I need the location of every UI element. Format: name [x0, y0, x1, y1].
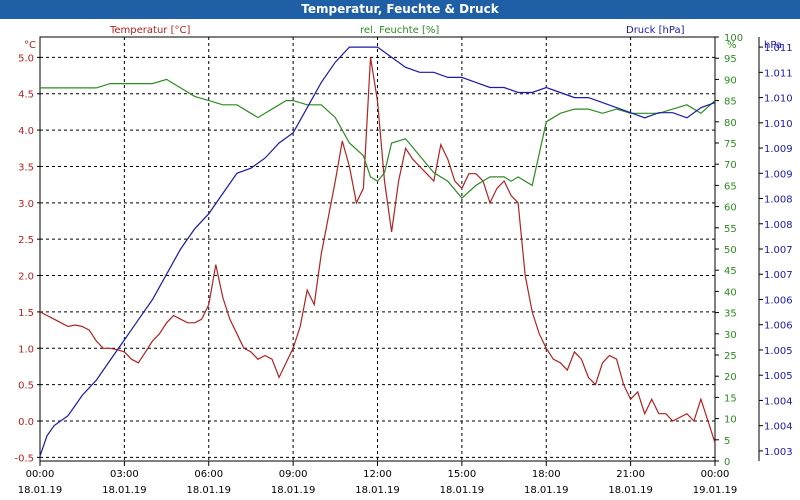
legend-pressure: Druck [hPa] — [626, 25, 685, 36]
chart-title: Temperatur, Feuchte & Druck — [0, 0, 800, 19]
mid-tick-label: 40 — [724, 287, 737, 298]
x-tick-time: 03:00 — [110, 469, 139, 480]
x-tick-date: 18.01.19 — [102, 485, 147, 496]
mid-tick-label: 85 — [724, 97, 737, 108]
legend-temperature: Temperatur [°C] — [109, 25, 190, 36]
mid-tick-label: 55 — [724, 224, 737, 235]
right-tick-label: 1.006 — [764, 295, 793, 306]
humidity-line — [40, 78, 716, 199]
mid-axis-ticks: 1009590858075706560555045403530252015105… — [715, 33, 743, 468]
x-tick-date: 18.01.19 — [440, 485, 485, 496]
mid-tick-label: 25 — [724, 351, 737, 362]
left-tick-label: 1.5 — [18, 308, 34, 319]
x-tick-time: 12:00 — [363, 469, 392, 480]
x-tick-date: 18.01.19 — [18, 485, 63, 496]
right-tick-label: 1.008 — [764, 220, 793, 231]
right-tick-label: 1.007 — [764, 245, 793, 256]
mid-tick-label: 90 — [724, 75, 737, 86]
mid-tick-label: 95 — [724, 54, 737, 65]
left-tick-label: 4.0 — [18, 126, 34, 137]
mid-tick-label: 50 — [724, 245, 737, 256]
right-axis-unit: hPa — [764, 40, 782, 51]
left-tick-label: 2.5 — [18, 235, 34, 246]
mid-tick-label: 75 — [724, 139, 737, 150]
right-tick-label: 1.003 — [764, 447, 793, 458]
x-tick-time: 06:00 — [194, 469, 223, 480]
right-tick-label: 1.007 — [764, 270, 793, 281]
x-tick-time: 00:00 — [701, 469, 730, 480]
right-tick-label: 1.004 — [764, 396, 793, 407]
right-tick-label: 1.009 — [764, 169, 793, 180]
right-axis-ticks: 1.011 1.011 1.010 1.010 1.009 1.009 1.008 1.008… — [758, 37, 793, 461]
mid-tick-label: 15 — [724, 393, 737, 404]
left-tick-label: -0.5 — [14, 453, 34, 464]
left-tick-label: 2.0 — [18, 272, 34, 283]
legend-humidity: rel. Feuchte [%] — [360, 25, 439, 36]
right-tick-label: 1.011 — [764, 68, 793, 79]
x-tick-date: 18.01.19 — [524, 485, 569, 496]
x-tick-date: 18.01.19 — [186, 485, 231, 496]
right-tick-label: 1.011 — [764, 43, 793, 54]
pressure-line — [39, 46, 716, 457]
left-tick-label: 0.0 — [18, 417, 34, 428]
mid-axis-unit: % — [727, 40, 737, 51]
right-tick-label: 1.005 — [764, 346, 793, 357]
x-axis-ticks: 00:00 18.01.19 03:00 18.01.19 06:00 18.01.19 0… — [18, 461, 738, 496]
mid-tick-label: 35 — [724, 309, 737, 320]
series-lines — [39, 46, 716, 457]
x-tick-time: 15:00 — [447, 469, 476, 480]
left-axis-ticks: 5.0 4.5 4.0 3.5 3.0 2.5 2.0 1.5 1.0 0.5 0.0 -0.5 — [14, 53, 40, 464]
right-tick-label: 1.009 — [764, 144, 793, 155]
right-tick-label: 1.005 — [764, 371, 793, 382]
left-tick-label: 0.5 — [18, 381, 34, 392]
x-tick-time: 00:00 — [26, 469, 55, 480]
mid-tick-label: 30 — [724, 330, 737, 341]
mid-tick-label: 45 — [724, 266, 737, 277]
mid-tick-label: 70 — [724, 160, 737, 171]
x-tick-time: 18:00 — [532, 469, 561, 480]
mid-tick-label: 60 — [724, 203, 737, 214]
mid-tick-label: 20 — [724, 372, 737, 383]
x-tick-date: 18.01.19 — [608, 485, 653, 496]
right-tick-label: 1.006 — [764, 321, 793, 332]
x-tick-date: 18.01.19 — [271, 485, 316, 496]
x-tick-time: 21:00 — [616, 469, 645, 480]
left-tick-label: 3.5 — [18, 162, 34, 173]
mid-tick-label: 0 — [724, 457, 730, 468]
mid-tick-label: 80 — [724, 118, 737, 129]
mid-tick-label: 100 — [724, 33, 743, 44]
left-tick-label: 4.5 — [18, 90, 34, 101]
temperature-line — [39, 57, 716, 443]
x-tick-date: 19.01.19 — [693, 485, 738, 496]
left-axis-unit: °C — [24, 40, 36, 51]
x-tick-date: 18.01.19 — [355, 485, 400, 496]
left-tick-label: 1.0 — [18, 344, 34, 355]
right-tick-label: 1.010 — [764, 94, 793, 105]
left-tick-label: 5.0 — [18, 53, 34, 64]
x-tick-time: 09:00 — [279, 469, 308, 480]
mid-tick-label: 10 — [724, 415, 737, 426]
mid-tick-label: 5 — [724, 436, 730, 447]
mid-tick-label: 65 — [724, 181, 737, 192]
right-tick-label: 1.010 — [764, 119, 793, 130]
right-tick-label: 1.004 — [764, 422, 793, 433]
right-tick-label: 1.008 — [764, 195, 793, 206]
grid — [40, 37, 715, 461]
left-tick-label: 3.0 — [18, 199, 34, 210]
